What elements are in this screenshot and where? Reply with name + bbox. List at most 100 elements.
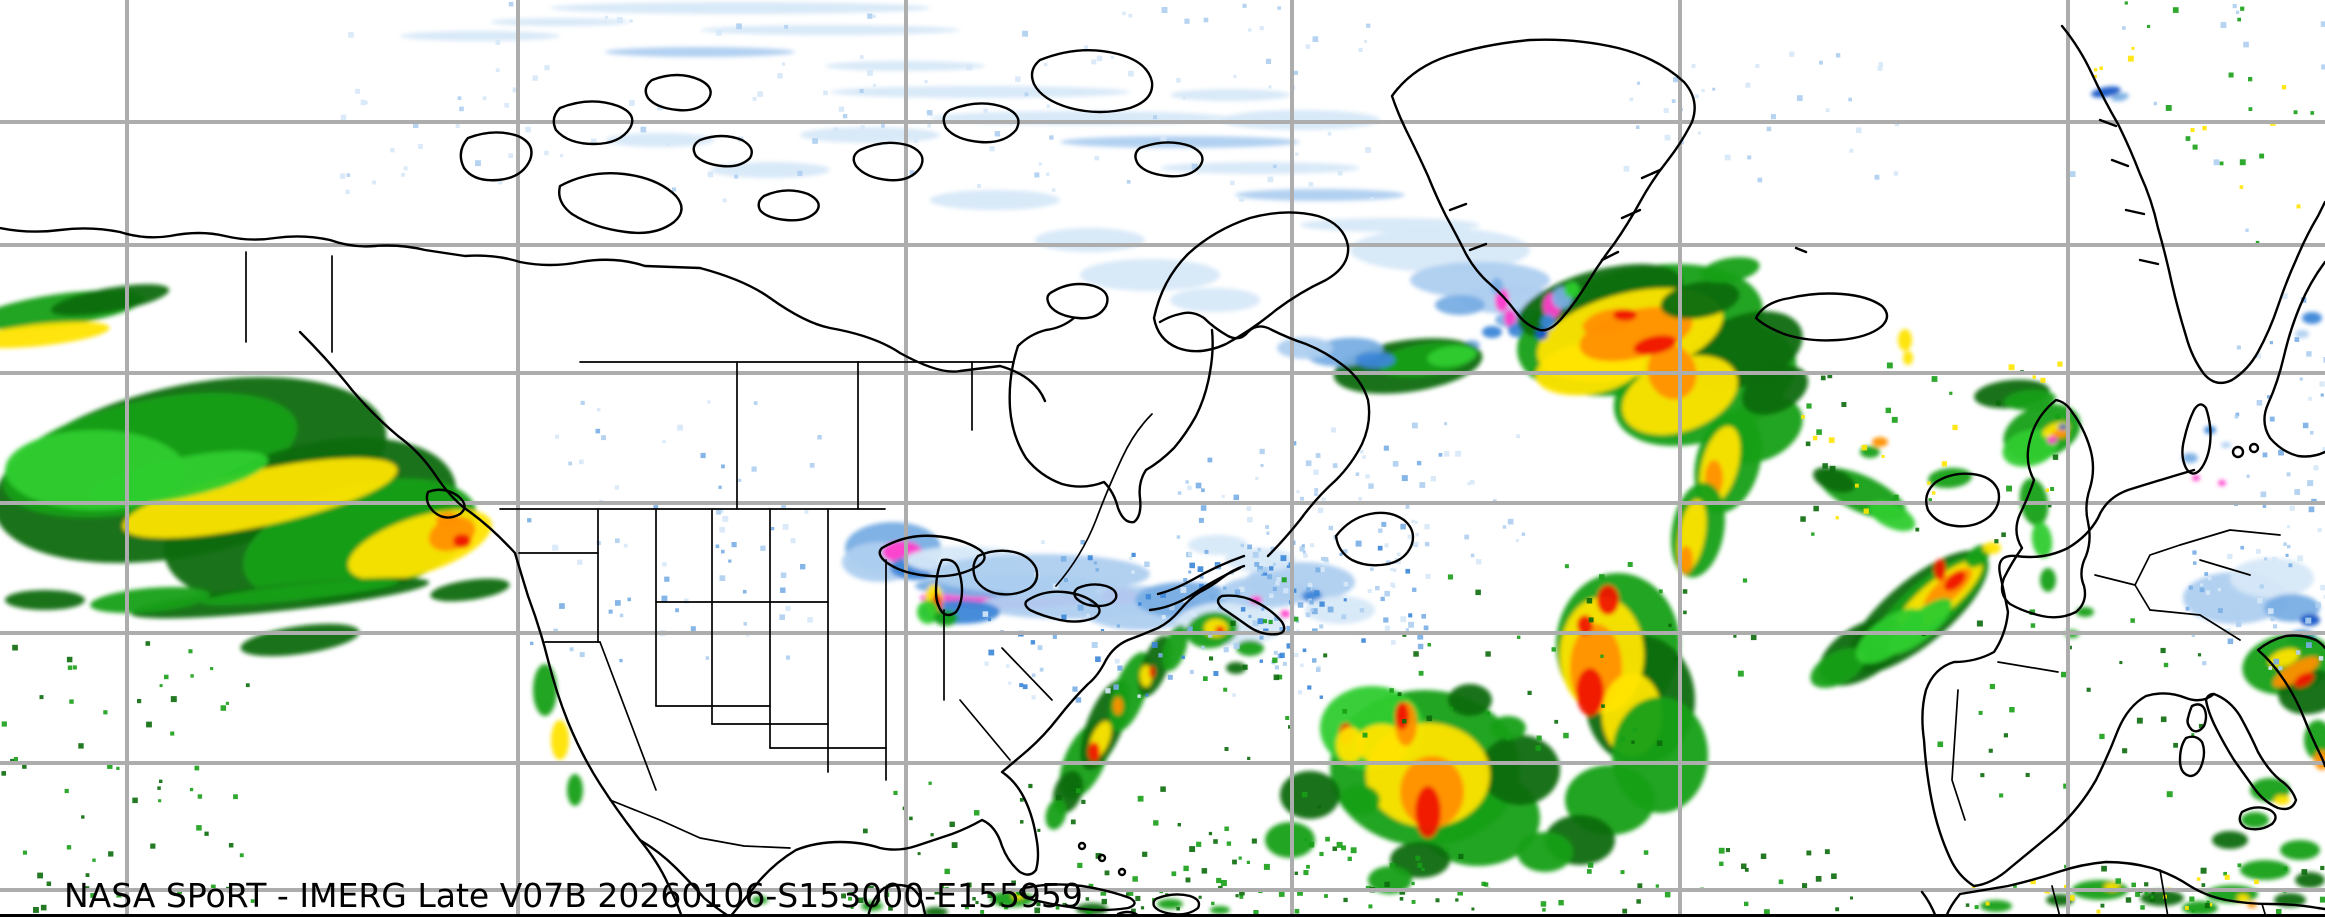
speckle	[1151, 642, 1158, 648]
lake-michigan	[934, 558, 964, 617]
speckle	[707, 400, 711, 404]
speckle	[1408, 621, 1414, 628]
speckle	[1091, 59, 1097, 65]
speckle	[1297, 602, 1304, 608]
speckle	[1028, 783, 1033, 789]
island-arctic-3	[644, 73, 712, 112]
speckle	[2144, 882, 2149, 887]
speckle	[2295, 650, 2301, 655]
speckle	[1100, 890, 1107, 896]
speckle	[2227, 553, 2233, 560]
speckle	[1213, 671, 1219, 676]
precip-blob	[800, 127, 940, 143]
speckle	[1285, 561, 1289, 566]
speckle	[1416, 460, 1422, 466]
island-victoria	[558, 172, 683, 235]
precip-blob	[1280, 610, 1290, 618]
speckle	[1198, 517, 1204, 523]
speckle	[677, 424, 683, 431]
speckle	[790, 538, 796, 544]
speckle	[734, 174, 739, 179]
speckle	[2305, 617, 2312, 624]
speckle	[2196, 877, 2201, 881]
speckle	[1203, 676, 1208, 681]
speckle	[1248, 28, 1252, 32]
speckle	[1319, 695, 1323, 699]
speckle	[1185, 480, 1189, 484]
speckle	[2190, 128, 2195, 132]
speckle	[893, 790, 898, 795]
speckle	[1306, 864, 1310, 869]
speckle	[752, 97, 757, 101]
precip-blob	[700, 25, 960, 35]
speckle	[1267, 176, 1274, 183]
coast-scandinavia	[2060, 24, 2325, 385]
speckle	[1455, 450, 1462, 457]
speckle	[508, 153, 514, 158]
speckle	[1196, 841, 1202, 847]
speckle	[1586, 598, 1593, 604]
border-state-d1	[1001, 647, 1053, 701]
speckle	[2061, 671, 2067, 678]
speckle	[1411, 519, 1415, 524]
precip-blob	[200, 578, 400, 606]
speckle	[544, 150, 549, 156]
speckle	[2173, 742, 2178, 748]
speckle	[1184, 18, 1190, 24]
speckle	[2200, 583, 2204, 587]
speckle	[1259, 118, 1263, 122]
speckle	[1540, 901, 1547, 907]
island-zealand	[2231, 445, 2245, 459]
speckle	[1656, 740, 1663, 746]
speckle	[1305, 460, 1312, 467]
speckle	[1622, 908, 1628, 914]
speckle	[390, 148, 395, 153]
precip-blob	[2031, 522, 2053, 558]
speckle	[1863, 508, 1869, 514]
speckle	[867, 13, 873, 19]
speckle	[1161, 615, 1166, 619]
speckle	[1209, 593, 1215, 600]
speckle	[721, 464, 725, 469]
speckle	[736, 23, 742, 30]
speckle	[841, 893, 846, 899]
speckle	[782, 524, 789, 530]
coast-greenland	[1390, 38, 1696, 332]
speckle	[1507, 518, 1514, 525]
speckle	[888, 906, 893, 911]
speckle	[1927, 481, 1931, 485]
speckle	[1725, 848, 1730, 853]
speckle	[927, 110, 933, 116]
speckle	[552, 544, 559, 551]
speckle	[1447, 574, 1453, 580]
speckle	[401, 172, 405, 177]
speckle	[2246, 474, 2250, 478]
precip-blob	[1700, 257, 1760, 283]
speckle	[197, 794, 203, 799]
precip-blob	[2221, 442, 2231, 448]
speckle	[559, 603, 565, 609]
speckle	[92, 858, 96, 862]
speckle	[1223, 687, 1228, 692]
speckle	[1805, 441, 1811, 447]
speckle	[656, 104, 663, 111]
speckle	[1208, 831, 1213, 836]
speckle	[527, 518, 532, 523]
speckle	[1319, 851, 1324, 857]
speckle	[37, 872, 43, 879]
speckle	[2151, 891, 2156, 895]
speckle	[1081, 799, 1086, 804]
speckle	[1296, 620, 1300, 624]
speckle	[1506, 735, 1511, 740]
speckle	[1877, 65, 1883, 71]
speckle	[1332, 463, 1338, 468]
speckle	[1414, 520, 1418, 524]
speckle	[1189, 669, 1194, 674]
island-arctic-5	[692, 134, 753, 168]
speckles-midwest-east	[982, 540, 1323, 703]
speckle	[1116, 624, 1120, 628]
precip-blob	[550, 2, 930, 14]
speckle	[1881, 455, 1885, 458]
speckle	[1191, 163, 1198, 170]
speckle	[1224, 826, 1229, 831]
